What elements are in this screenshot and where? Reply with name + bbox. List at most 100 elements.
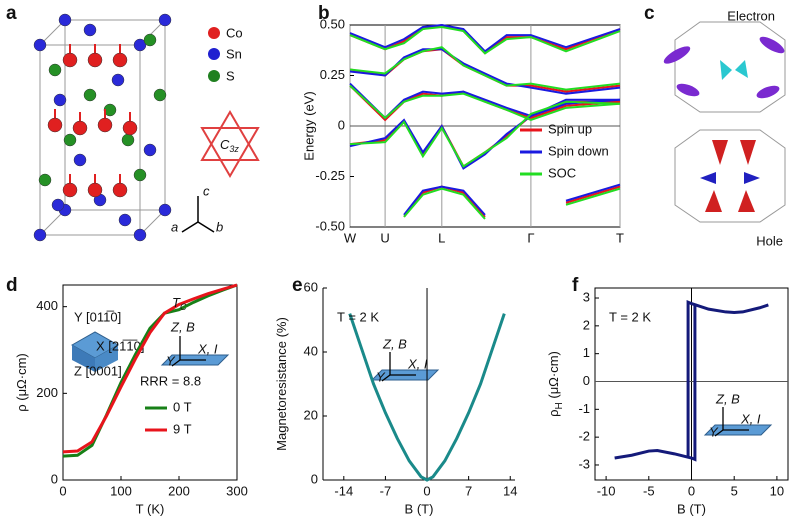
inset-text: Y bbox=[709, 424, 719, 439]
atom bbox=[87, 52, 103, 68]
inset-text: X, I bbox=[197, 341, 218, 356]
axis-name: b bbox=[216, 219, 223, 234]
atom bbox=[121, 133, 135, 147]
atom bbox=[38, 173, 52, 187]
x-tick-label: U bbox=[380, 230, 389, 245]
y-tick-label: 0 bbox=[51, 471, 58, 486]
y-axis-label: (μΩ·cm) bbox=[14, 353, 29, 404]
y-tick-label: -3 bbox=[578, 456, 590, 471]
legend-text: Sn bbox=[226, 46, 242, 61]
x-tick-label: -5 bbox=[643, 483, 655, 498]
electron-pockets bbox=[663, 36, 785, 99]
y-tick-label: -2 bbox=[578, 429, 590, 444]
inset-text: Z, B bbox=[382, 336, 407, 351]
y-tick-label: 0 bbox=[583, 373, 590, 388]
cell-edge bbox=[38, 209, 167, 236]
y-axis-label: H bbox=[554, 402, 565, 409]
hole-pockets bbox=[700, 140, 760, 212]
panel-label: c bbox=[644, 3, 655, 24]
y-axis-label: Magnetoresistance (%) bbox=[274, 317, 289, 451]
y-tick-label: 40 bbox=[304, 343, 318, 358]
atom bbox=[83, 23, 97, 37]
symmetry-label: C3z bbox=[220, 137, 239, 154]
inset-text: X, I bbox=[740, 411, 761, 426]
data-line bbox=[349, 48, 621, 95]
inset-text: Z, B bbox=[170, 319, 195, 334]
data-line bbox=[349, 82, 621, 120]
axis-name: a bbox=[171, 219, 178, 234]
y-axis-label: ρ bbox=[546, 409, 561, 416]
panel-label: b bbox=[318, 3, 330, 24]
atom bbox=[62, 182, 78, 198]
x-tick-label: 5 bbox=[731, 483, 738, 498]
inset-text: Y [011̅0] bbox=[74, 309, 121, 324]
atom bbox=[143, 143, 157, 157]
x-tick-label: 14 bbox=[503, 483, 517, 498]
data-line bbox=[565, 183, 621, 202]
panel-label: f bbox=[572, 275, 579, 296]
y-tick-label: 60 bbox=[304, 279, 318, 294]
brillouin-zone bbox=[674, 21, 786, 223]
legend-text: 9 T bbox=[173, 421, 192, 436]
pocket-label: Electron bbox=[727, 8, 775, 23]
y-axis-label: Energy (eV) bbox=[301, 91, 316, 160]
panel-label: a bbox=[6, 3, 17, 24]
x-tick-label: 200 bbox=[168, 483, 190, 498]
panel-label: e bbox=[292, 275, 303, 296]
y-tick-label: 200 bbox=[36, 385, 58, 400]
y-tick-label: 2 bbox=[583, 317, 590, 332]
data-line bbox=[349, 23, 621, 55]
x-tick-label: L bbox=[438, 230, 445, 245]
y-tick-label: 400 bbox=[36, 298, 58, 313]
legend-text: Co bbox=[226, 25, 243, 40]
data-line bbox=[614, 303, 697, 462]
x-tick-label: -14 bbox=[334, 483, 353, 498]
legend-text: S bbox=[226, 68, 235, 83]
annotation: T = 2 K bbox=[337, 309, 379, 324]
data-line bbox=[349, 46, 621, 91]
x-tick-label: 100 bbox=[110, 483, 132, 498]
x-tick-label: -7 bbox=[380, 483, 392, 498]
atom bbox=[143, 33, 157, 47]
legend-text: SOC bbox=[548, 165, 576, 180]
atom bbox=[58, 13, 72, 27]
annotation: T bbox=[172, 295, 181, 310]
atom bbox=[111, 73, 125, 87]
atom bbox=[153, 88, 167, 102]
y-tick-label: 3 bbox=[583, 289, 590, 304]
annotation: TC bbox=[172, 295, 187, 312]
y-tick-label: -0.25 bbox=[315, 168, 345, 183]
x-tick-label: 300 bbox=[226, 483, 248, 498]
x-axis-label: T (K) bbox=[136, 501, 165, 516]
legend-text: 0 T bbox=[173, 399, 192, 414]
atom bbox=[133, 168, 147, 182]
x-axis-label: B (T) bbox=[677, 501, 706, 516]
atom bbox=[97, 117, 113, 133]
y-tick-label: 20 bbox=[304, 407, 318, 422]
y-tick-label: 1 bbox=[583, 345, 590, 360]
y-axis-label: ρH (μΩ·cm) bbox=[546, 351, 564, 417]
legend-atom bbox=[208, 48, 220, 60]
legend-atom bbox=[208, 70, 220, 82]
atom bbox=[87, 182, 103, 198]
annotation: T = 2 K bbox=[609, 309, 651, 324]
atom bbox=[33, 228, 47, 242]
pocket-label: Hole bbox=[756, 233, 783, 248]
x-tick-label: 0 bbox=[688, 483, 695, 498]
inset-text: X [21̅1̅0] bbox=[96, 338, 144, 353]
symmetry-label: 3z bbox=[229, 144, 239, 154]
crystal-inset bbox=[70, 331, 120, 372]
atom bbox=[63, 133, 77, 147]
plot-frame bbox=[62, 284, 238, 481]
atom bbox=[158, 203, 172, 217]
atom bbox=[33, 38, 47, 52]
y-tick-label: -0.50 bbox=[315, 218, 345, 233]
x-tick-label: Γ bbox=[527, 230, 534, 245]
atom bbox=[133, 228, 147, 242]
symmetry-label: C bbox=[220, 137, 230, 152]
atom bbox=[118, 213, 132, 227]
panel-label: d bbox=[6, 275, 18, 296]
annotation: C bbox=[180, 302, 187, 312]
inset-text: Z, B bbox=[715, 391, 740, 406]
